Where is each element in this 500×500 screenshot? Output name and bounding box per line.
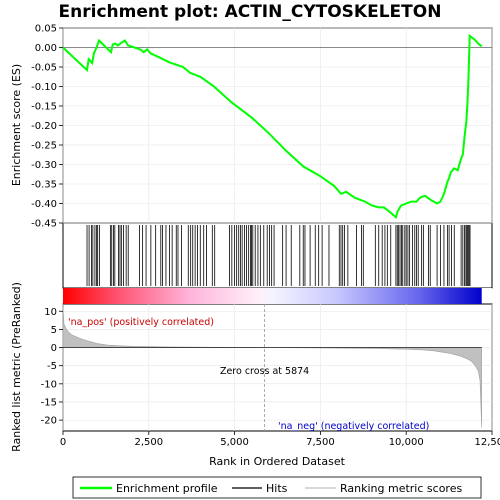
x-axis-label: Rank in Ordered Dataset bbox=[209, 455, 346, 468]
rank-colorbar bbox=[63, 288, 482, 304]
metric-tick-label: -15 bbox=[41, 397, 57, 408]
legend-label-enrichment: Enrichment profile bbox=[116, 482, 218, 495]
metric-axis: 10 5 0 -5 -10 -15 -20 bbox=[41, 307, 63, 427]
es-tick-label: -0.30 bbox=[31, 160, 57, 171]
es-grid bbox=[62, 27, 493, 224]
es-tick-label: -0.15 bbox=[31, 102, 57, 113]
pos-annotation: 'na_pos' (positively correlated) bbox=[68, 317, 214, 328]
x-tick-label: 12,500 bbox=[475, 437, 500, 448]
metric-axis-label: Ranked list metric (PreRanked) bbox=[10, 282, 23, 452]
es-tick-label: -0.10 bbox=[31, 82, 57, 93]
legend-label-metric: Ranking metric scores bbox=[340, 482, 462, 495]
x-tick-label: 10,000 bbox=[389, 437, 424, 448]
es-tick-label: -0.05 bbox=[31, 63, 57, 74]
zero-cross-annotation: Zero cross at 5874 bbox=[220, 366, 309, 377]
metric-tick-label: -10 bbox=[41, 379, 57, 390]
es-tick-label: -0.25 bbox=[31, 141, 57, 152]
legend: Enrichment profile Hits Ranking metric s… bbox=[72, 476, 482, 499]
es-tick-label: -0.45 bbox=[31, 219, 57, 230]
hits-panel bbox=[62, 222, 493, 289]
hit-markers bbox=[86, 225, 471, 286]
es-axis-label: Enrichment score (ES) bbox=[10, 64, 23, 186]
x-tick-label: 7,500 bbox=[306, 437, 335, 448]
x-axis: 0 2,500 5,000 7,500 10,000 12,500 bbox=[60, 431, 500, 448]
neg-annotation: 'na_neg' (negatively correlated) bbox=[278, 421, 429, 432]
metric-tick-label: 0 bbox=[51, 343, 57, 354]
metric-tick-label: -5 bbox=[47, 361, 57, 372]
metric-tick-label: -20 bbox=[41, 416, 57, 427]
es-tick-label: 0.00 bbox=[35, 43, 57, 54]
chart-title: Enrichment plot: ACTIN_CYTOSKELETON bbox=[59, 2, 442, 22]
metric-tick-label: 5 bbox=[51, 325, 57, 336]
metric-tick-label: 10 bbox=[44, 307, 57, 318]
x-tick-label: 2,500 bbox=[134, 437, 163, 448]
x-tick-label: 5,000 bbox=[220, 437, 249, 448]
es-tick-label: -0.35 bbox=[31, 180, 57, 191]
metric-panel bbox=[62, 303, 493, 432]
legend-box bbox=[72, 476, 482, 499]
es-tick-label: -0.20 bbox=[31, 121, 57, 132]
es-tick-label: -0.40 bbox=[31, 199, 57, 210]
es-tick-label: 0.05 bbox=[35, 24, 57, 35]
enrichment-profile-line bbox=[62, 33, 483, 219]
es-axis: 0.05 0.00 -0.05 -0.10 -0.15 -0.20 -0.25 -0.30 -0… bbox=[31, 24, 63, 230]
x-tick-label: 0 bbox=[60, 437, 66, 448]
legend-label-hits: Hits bbox=[266, 482, 288, 495]
